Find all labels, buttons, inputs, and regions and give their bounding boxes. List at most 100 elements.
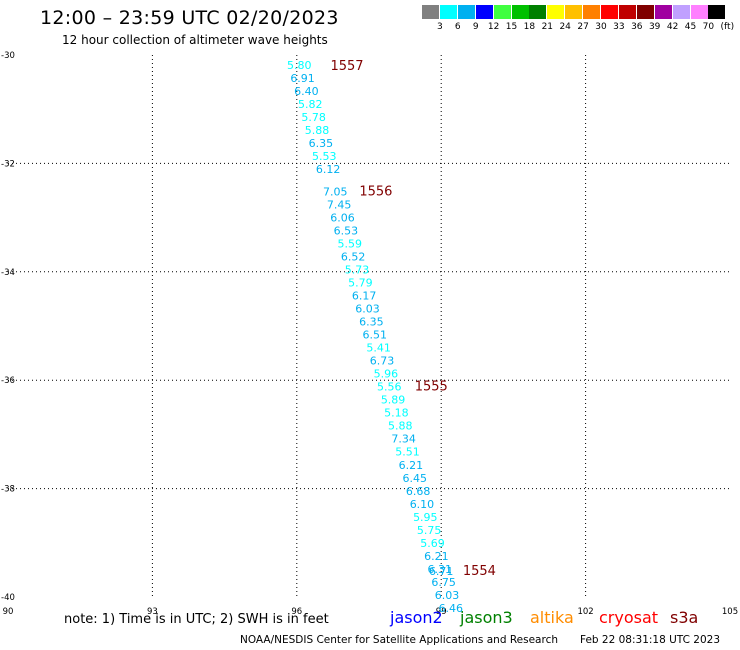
legend-swatch — [457, 5, 475, 19]
data-point: 7.45 — [327, 199, 352, 212]
x-tick-label: 105 — [722, 607, 738, 617]
chart-title: 12:00 – 23:59 UTC 02/20/2023 — [40, 7, 339, 29]
data-point: 6.03 — [435, 589, 460, 602]
x-tick-label: 90 — [3, 607, 14, 617]
x-tick-label: 96 — [291, 607, 302, 617]
data-point: 6.10 — [410, 498, 435, 511]
data-point: 6.53 — [334, 225, 359, 238]
legend-label: 24 — [559, 22, 571, 32]
data-point: 6.68 — [406, 485, 431, 498]
legend-swatch — [583, 5, 601, 19]
legend-unit: (ft) — [720, 22, 735, 32]
legend-swatch — [439, 5, 457, 19]
data-point: 5.75 — [417, 524, 442, 537]
legend-swatch — [422, 5, 439, 19]
y-tick-label: -30 — [1, 51, 15, 61]
legend-label: 33 — [613, 22, 625, 32]
data-point: 5.18 — [384, 407, 409, 420]
legend-label: 70 — [702, 22, 715, 32]
legend-swatch — [618, 5, 636, 19]
x-tick-label: 93 — [147, 607, 158, 617]
legend-swatch — [601, 5, 618, 19]
legend-swatch — [511, 5, 529, 19]
data-point: 6.71 — [429, 565, 454, 578]
data-point: 5.73 — [345, 264, 370, 277]
data-point: 5.53 — [312, 150, 337, 163]
legend-swatch — [493, 5, 511, 19]
data-point: 5.89 — [381, 394, 406, 407]
data-point: 6.91 — [290, 72, 315, 85]
y-tick-label: -40 — [1, 593, 15, 603]
data-point: 6.52 — [341, 251, 366, 264]
legend-swatch — [690, 5, 708, 19]
legend-label: 12 — [487, 22, 500, 32]
y-tick-label: -32 — [1, 159, 15, 169]
timestamp-text: Feb 22 08:31:18 UTC 2023 — [580, 634, 720, 646]
data-point: 7.34 — [391, 433, 416, 446]
x-tick-label: 99 — [436, 607, 447, 617]
data-point: 6.73 — [370, 355, 395, 368]
legend-label: 30 — [595, 22, 607, 32]
legend-label: 39 — [648, 22, 661, 32]
y-tick-label: -34 — [1, 268, 15, 278]
legend-swatch — [636, 5, 654, 19]
satellite-jason3: jason3 — [460, 608, 513, 627]
data-point: 5.79 — [348, 277, 373, 290]
data-point: 6.06 — [330, 212, 355, 225]
satellite-s3a: s3a — [670, 608, 699, 627]
satellite-jason2: jason2 — [390, 608, 443, 627]
y-tick-label: -36 — [1, 376, 15, 386]
data-point: 6.17 — [352, 290, 377, 303]
legend-label: 45 — [684, 22, 697, 32]
data-point: 6.46 — [439, 602, 464, 615]
y-tick-label: -38 — [1, 485, 15, 495]
legend-swatch — [565, 5, 583, 19]
legend-swatch — [547, 5, 565, 19]
legend-swatch — [529, 5, 547, 19]
credit-text: NOAA/NESDIS Center for Satellite Applica… — [240, 634, 558, 646]
legend-label: 42 — [666, 22, 679, 32]
data-point: 6.35 — [309, 137, 334, 150]
data-point: 6.45 — [402, 472, 427, 485]
data-point: 6.03 — [355, 303, 380, 316]
pass-number-label: 1554 — [463, 564, 496, 579]
satellite-altika: altika — [530, 608, 574, 627]
legend-label: 6 — [454, 22, 461, 32]
chart-subtitle: 12 hour collection of altimeter wave hei… — [62, 33, 328, 47]
data-point: 7.05 — [323, 186, 348, 199]
legend-label: 3 — [437, 22, 443, 32]
legend-swatch — [708, 5, 726, 19]
data-point: 5.78 — [301, 111, 326, 124]
pass-number-label: 1555 — [415, 380, 448, 395]
data-point: 6.75 — [431, 576, 456, 589]
data-point: 5.80 — [287, 59, 312, 72]
data-point: 6.35 — [359, 316, 384, 329]
data-point: 5.88 — [305, 124, 330, 137]
data-point: 6.12 — [316, 163, 341, 176]
data-point: 5.95 — [413, 511, 438, 524]
data-point: 6.21 — [424, 550, 449, 563]
legend-label: 18 — [523, 22, 536, 32]
data-point: 6.51 — [363, 329, 388, 342]
data-point: 6.31 — [428, 563, 453, 576]
legend-label: 36 — [631, 22, 643, 32]
satellite-cryosat: cryosat — [599, 608, 659, 627]
legend-swatch — [475, 5, 493, 19]
pass-number-label: 1556 — [359, 185, 392, 200]
legend-swatch — [672, 5, 690, 19]
pass-number-label: 1557 — [330, 59, 363, 74]
legend-label: 15 — [505, 22, 518, 32]
legend-label: 21 — [541, 22, 554, 32]
x-tick-label: 102 — [577, 607, 593, 617]
units-note: note: 1) Time is in UTC; 2) SWH is in fe… — [64, 612, 329, 627]
data-point: 5.41 — [366, 342, 391, 355]
data-point: 5.59 — [337, 238, 362, 251]
legend-swatch — [654, 5, 672, 19]
data-point: 5.88 — [388, 420, 413, 433]
data-point: 6.40 — [294, 85, 319, 98]
data-point: 5.69 — [420, 537, 445, 550]
legend-label: 9 — [472, 22, 479, 32]
data-point: 5.96 — [374, 368, 399, 381]
data-point: 5.51 — [395, 446, 420, 459]
